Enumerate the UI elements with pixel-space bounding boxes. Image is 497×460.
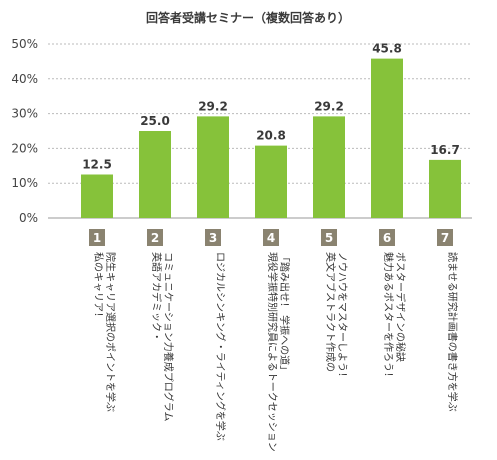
category-label: 「踏み出せ！ 学振への道」: [278, 252, 291, 375]
bar: [139, 131, 171, 218]
bar: [255, 145, 287, 218]
y-tick-label: 10%: [11, 176, 38, 190]
y-tick-label: 0%: [19, 211, 38, 225]
y-tick-label: 40%: [11, 72, 38, 86]
category-number: 3: [209, 231, 217, 245]
y-axis-ticks: 0% 10% 20% 30% 40% 50%: [11, 37, 38, 225]
category-label: ポスターデザインの秘訣: [394, 252, 407, 362]
category-number: 5: [325, 231, 333, 245]
bar-value-label: 29.2: [198, 99, 228, 113]
category-label: ロジカルシンキング・ライティングを学ぶ: [214, 252, 227, 441]
bar-value-label: 45.8: [372, 42, 402, 56]
bar: [313, 116, 345, 218]
category-label: ノウハウをマスターしよう！: [336, 252, 348, 382]
category-number-box: [89, 229, 105, 246]
category-label: 英語アカデミック・: [150, 252, 163, 342]
category-label: 私のキャリア！: [92, 252, 104, 322]
category-label: 院生キャリア選択のポイントを学ぶ: [104, 252, 117, 412]
bar: [197, 116, 229, 218]
y-tick-label: 20%: [11, 141, 38, 155]
bar-value-label: 25.0: [140, 114, 170, 128]
category-number: 4: [267, 231, 275, 245]
y-tick-label: 50%: [11, 37, 38, 51]
bar-value-label: 20.8: [256, 129, 286, 143]
category-labels: 1 私のキャリア！ 院生キャリア選択のポイントを学ぶ 2 英語アカデミック・ コミュニケー…: [89, 229, 459, 452]
y-tick-label: 30%: [11, 107, 38, 121]
bar-value-label: 12.5: [82, 158, 112, 172]
category-number: 7: [441, 231, 449, 245]
category-label: コミュニケーション力養成プログラム: [162, 252, 175, 422]
category-label: 英文アブストラクト作成の: [324, 252, 337, 372]
category-number-box: [205, 229, 221, 246]
category-label: 魅力あるポスターを作ろう！: [382, 252, 395, 382]
category-label: 現役学振特別研究員によるトークセッション: [266, 252, 279, 452]
bar-value-label: 29.2: [314, 99, 344, 113]
bar-value-label: 16.7: [430, 143, 460, 157]
category-number: 1: [93, 231, 101, 245]
category-label: 読ませる研究計画書の書き方を学ぶ: [446, 252, 459, 412]
category-number: 2: [151, 231, 159, 245]
category-number-box: [321, 229, 337, 246]
category-number-box: [147, 229, 163, 246]
category-number-box: [437, 229, 453, 246]
chart-title: 回答者受講セミナー（複数回答あり）: [146, 10, 350, 25]
bars: 12.5 25.0 29.2 20.8 29.2 45.8 16.7: [81, 42, 461, 219]
category-number-box: [263, 229, 279, 246]
category-number-box: [379, 229, 395, 246]
bar: [429, 159, 461, 218]
bar: [81, 174, 113, 218]
bar: [371, 58, 403, 219]
category-number: 6: [383, 231, 391, 245]
